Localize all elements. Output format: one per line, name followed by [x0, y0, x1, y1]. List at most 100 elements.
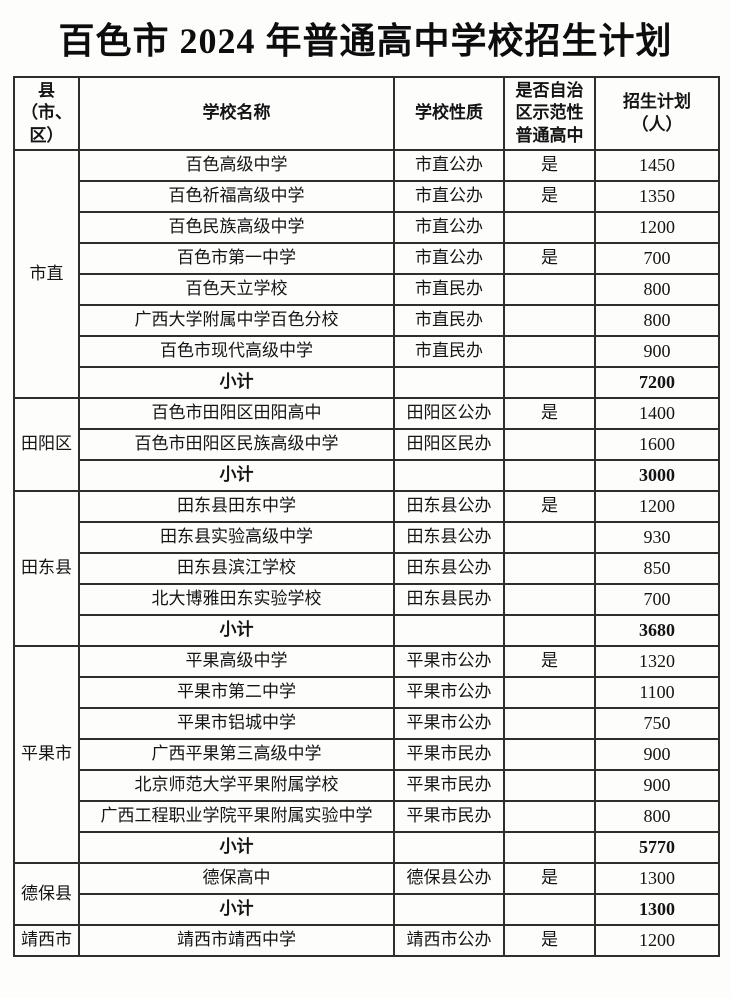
- subtotal-label-cell: 小计: [78, 366, 395, 399]
- header-school-name: 学校名称: [78, 76, 395, 151]
- school-type-cell: 田东县民办: [393, 583, 505, 616]
- school-row: 百色市现代高级中学 市直民办 900: [14, 335, 720, 368]
- school-row: 平果市第二中学 平果市公办 1100: [14, 676, 720, 709]
- enrollment-plan-cell: 900: [594, 769, 720, 802]
- demonstration-cell: 是: [503, 242, 596, 275]
- school-row: 百色市田阳区民族高级中学 田阳区民办 1600: [14, 428, 720, 461]
- enrollment-plan-cell: 1200: [594, 490, 720, 523]
- school-name-cell: 平果市铝城中学: [78, 707, 395, 740]
- school-row: 百色市第一中学 市直公办是 700: [14, 242, 720, 275]
- school-name-cell: 田东县田东中学: [78, 490, 395, 523]
- demonstration-cell: [503, 335, 596, 368]
- school-row: 百色祈福高级中学 市直公办是 1350: [14, 180, 720, 213]
- enrollment-plan-cell: 900: [594, 738, 720, 771]
- school-name-cell: 百色祈福高级中学: [78, 180, 395, 213]
- subtotal-row: 小计 1300: [14, 893, 720, 926]
- school-row: 北京师范大学平果附属学校 平果市民办 900: [14, 769, 720, 802]
- school-row: 市直 百色高级中学 市直公办是 1450: [13, 149, 720, 399]
- demonstration-cell: 是: [503, 490, 596, 523]
- demonstration-cell: [503, 521, 596, 554]
- school-name-cell: 北京师范大学平果附属学校: [78, 769, 395, 802]
- subtotal-demo-cell: [503, 893, 596, 926]
- school-row: 百色天立学校 市直民办 800: [14, 273, 720, 306]
- demonstration-cell: [503, 769, 596, 802]
- demonstration-cell: 是: [503, 645, 596, 678]
- subtotal-label-cell: 小计: [78, 831, 395, 864]
- school-name-cell: 百色市第一中学: [78, 242, 395, 275]
- demonstration-cell: [503, 800, 596, 833]
- school-type-cell: 平果市民办: [393, 738, 505, 771]
- demonstration-cell: [503, 304, 596, 337]
- enrollment-plan-cell: 1450: [594, 149, 720, 182]
- enrollment-plan-cell: 800: [594, 304, 720, 337]
- enrollment-plan-cell: 1600: [594, 428, 720, 461]
- school-name-cell: 田东县实验高级中学: [78, 521, 395, 554]
- school-name-cell: 广西平果第三高级中学: [78, 738, 395, 771]
- school-row: 广西大学附属中学百色分校 市直民办 800: [14, 304, 720, 337]
- subtotal-label-cell: 小计: [78, 614, 395, 647]
- page-title: 百色市 2024 年普通高中学校招生计划: [58, 21, 673, 61]
- school-row: 田东县实验高级中学 田东县公办 930: [14, 521, 720, 554]
- school-name-cell: 百色市田阳区田阳高中: [78, 397, 395, 430]
- school-type-cell: 平果市公办: [393, 645, 505, 678]
- subtotal-type-cell: [393, 459, 505, 492]
- school-type-cell: 平果市民办: [393, 769, 505, 802]
- demonstration-cell: 是: [503, 149, 596, 182]
- demonstration-cell: [503, 676, 596, 709]
- table-header: 县（市、 区） 学校名称 学校性质 是否自治 区示范性 普通高中 招生计划 （人…: [13, 76, 720, 151]
- school-type-cell: 平果市公办: [393, 707, 505, 740]
- subtotal-demo-cell: [503, 831, 596, 864]
- enrollment-plan-cell: 1100: [594, 676, 720, 709]
- enrollment-plan-cell: 800: [594, 273, 720, 306]
- school-type-cell: 市直公办: [393, 149, 505, 182]
- demonstration-cell: [503, 211, 596, 244]
- school-type-cell: 德保县公办: [393, 862, 505, 895]
- subtotal-value-cell: 5770: [594, 831, 720, 864]
- enrollment-plan-cell: 700: [594, 242, 720, 275]
- school-name-cell: 百色民族高级中学: [78, 211, 395, 244]
- school-name-cell: 百色市现代高级中学: [78, 335, 395, 368]
- county-cell: 田阳区: [13, 397, 80, 492]
- subtotal-demo-cell: [503, 366, 596, 399]
- demonstration-cell: [503, 707, 596, 740]
- school-type-cell: 田阳区公办: [393, 397, 505, 430]
- school-name-cell: 田东县滨江学校: [78, 552, 395, 585]
- subtotal-value-cell: 3000: [594, 459, 720, 492]
- subtotal-demo-cell: [503, 614, 596, 647]
- school-type-cell: 市直民办: [393, 304, 505, 337]
- county-cell: 靖西市: [13, 924, 80, 957]
- subtotal-demo-cell: [503, 459, 596, 492]
- school-type-cell: 田阳区民办: [393, 428, 505, 461]
- school-name-cell: 德保高中: [78, 862, 395, 895]
- school-type-cell: 靖西市公办: [393, 924, 505, 957]
- subtotal-row: 小计 7200: [14, 366, 720, 399]
- demonstration-cell: 是: [503, 924, 596, 957]
- enrollment-plan-cell: 900: [594, 335, 720, 368]
- school-row: 德保县 德保高中 德保县公办是 1300: [13, 862, 720, 926]
- school-row: 田东县 田东县田东中学 田东县公办是 1200: [13, 490, 720, 647]
- enrollment-plan-cell: 700: [594, 583, 720, 616]
- subtotal-value-cell: 1300: [594, 893, 720, 926]
- school-type-cell: 市直公办: [393, 242, 505, 275]
- school-type-cell: 市直民办: [393, 273, 505, 306]
- enrollment-plan-cell: 930: [594, 521, 720, 554]
- demonstration-cell: 是: [503, 397, 596, 430]
- county-cell: 德保县: [13, 862, 80, 926]
- school-type-cell: 市直民办: [393, 335, 505, 368]
- enrollment-plan-cell: 1350: [594, 180, 720, 213]
- subtotal-type-cell: [393, 366, 505, 399]
- school-name-cell: 百色市田阳区民族高级中学: [78, 428, 395, 461]
- school-type-cell: 田东县公办: [393, 521, 505, 554]
- school-type-cell: 市直公办: [393, 180, 505, 213]
- enrollment-plan-table: 县（市、 区） 学校名称 学校性质 是否自治 区示范性 普通高中 招生计划 （人…: [13, 76, 720, 957]
- enrollment-plan-cell: 800: [594, 800, 720, 833]
- subtotal-type-cell: [393, 893, 505, 926]
- county-cell: 田东县: [13, 490, 80, 647]
- school-row: 靖西市 靖西市靖西中学 靖西市公办是 1200: [13, 924, 720, 957]
- demonstration-cell: 是: [503, 180, 596, 213]
- school-type-cell: 市直公办: [393, 211, 505, 244]
- school-row: 北大博雅田东实验学校 田东县民办 700: [14, 583, 720, 616]
- subtotal-row: 小计 5770: [14, 831, 720, 864]
- enrollment-plan-cell: 1300: [594, 862, 720, 895]
- demonstration-cell: [503, 738, 596, 771]
